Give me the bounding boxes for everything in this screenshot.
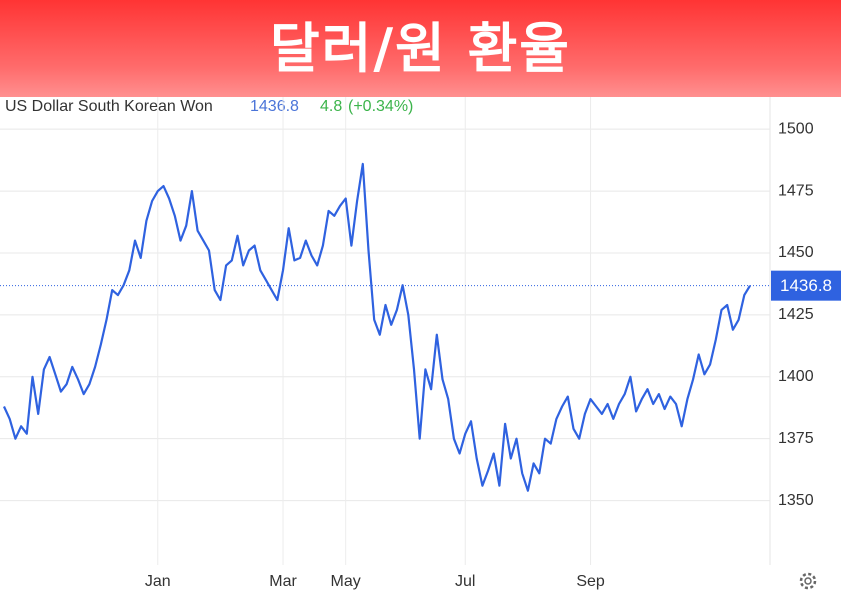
last-value-label: 1436.8 <box>780 276 832 295</box>
x-tick-label: Jan <box>145 573 171 590</box>
series-name: US Dollar South Korean Won <box>5 98 213 115</box>
last-value-box <box>771 270 841 301</box>
price-line <box>3 162 751 492</box>
change-pct: (+0.34%) <box>348 98 413 115</box>
y-tick-label: 1500 <box>778 120 814 137</box>
y-tick-label: 1475 <box>778 182 814 199</box>
x-tick-label: Mar <box>269 573 297 590</box>
y-tick-label: 1450 <box>778 244 814 261</box>
change: 4.8 <box>320 98 342 115</box>
y-tick-label: 1350 <box>778 492 814 509</box>
y-tick-label: 1425 <box>778 306 814 323</box>
x-tick-label: Sep <box>576 573 605 590</box>
y-tick-label: 1400 <box>778 368 814 385</box>
chart-title: 달러/원 환율 <box>270 17 571 80</box>
header-value: 1436.8 <box>250 98 299 115</box>
y-tick-label: 1375 <box>778 430 814 447</box>
x-tick-label: May <box>331 573 361 590</box>
banner: 달러/원 환율 <box>0 0 841 97</box>
settings-icon[interactable] <box>799 572 817 590</box>
x-tick-label: Jul <box>455 573 475 590</box>
